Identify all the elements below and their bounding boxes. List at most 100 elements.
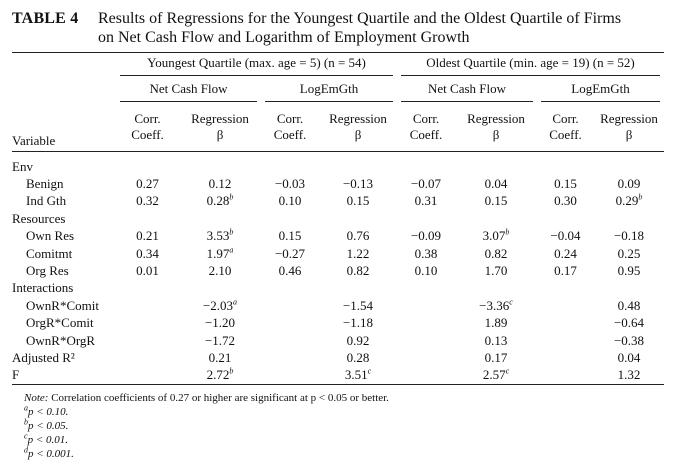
row-label: OwnR*OrgR bbox=[26, 332, 96, 348]
table-cell bbox=[116, 366, 179, 385]
table-cell: −0.27 bbox=[261, 244, 319, 261]
corr-header: Corr. Coeff. bbox=[409, 110, 443, 142]
table-cell: 0.10 bbox=[261, 192, 319, 209]
table-cell: 0.27 bbox=[116, 175, 179, 192]
table-row: Env bbox=[12, 151, 664, 175]
cell-value: 1.89 bbox=[484, 315, 508, 331]
table-cell bbox=[455, 210, 537, 227]
row-label: Adjusted R² bbox=[12, 349, 75, 365]
subgroup-old-ncf: Net Cash Flow bbox=[397, 79, 537, 105]
table-cell: 0.10 bbox=[397, 262, 455, 279]
cell-value: 0.21 bbox=[208, 349, 232, 365]
cell-value: −0.07 bbox=[410, 176, 442, 192]
cell-value: 0.10 bbox=[278, 193, 302, 209]
table-notes: Note: Correlation coefficients of 0.27 o… bbox=[24, 391, 389, 461]
table-row: F 2.72b 3.51c 2.57c 1.32 bbox=[12, 366, 664, 385]
cell-value: 2.72 bbox=[206, 367, 230, 383]
table-cell: 0.15 bbox=[319, 192, 397, 209]
table-cell bbox=[261, 151, 319, 175]
significance-text: p < 0.05. bbox=[28, 420, 69, 432]
table-cell bbox=[397, 210, 455, 227]
table-cell: 0.04 bbox=[455, 175, 537, 192]
group-oldest: Oldest Quartile (min. age = 19) (n = 52) bbox=[397, 53, 664, 79]
significance-mark: b bbox=[638, 193, 643, 203]
table-cell: 0.13 bbox=[455, 331, 537, 348]
cell-value: −0.27 bbox=[274, 245, 306, 261]
cell-value: 0.15 bbox=[346, 193, 370, 209]
table-cell bbox=[397, 331, 455, 348]
cell-value: 0.76 bbox=[346, 228, 370, 244]
table-cell: 0.25 bbox=[594, 244, 664, 261]
table-cell bbox=[537, 297, 594, 314]
table-cell bbox=[261, 297, 319, 314]
table-cell: −1.20 bbox=[179, 314, 261, 331]
significance-note: dp < 0.001. bbox=[24, 446, 389, 461]
cell-value: 2.10 bbox=[208, 263, 232, 279]
cell-value: 0.92 bbox=[346, 332, 370, 348]
table-cell bbox=[397, 279, 455, 296]
significance-mark: c bbox=[367, 367, 372, 377]
table-cell: −0.64 bbox=[594, 314, 664, 331]
table-cell: 0.82 bbox=[319, 262, 397, 279]
significance-note: bp < 0.05. bbox=[24, 418, 389, 433]
table-cell: −1.18 bbox=[319, 314, 397, 331]
significance-mark: a bbox=[229, 245, 234, 255]
subgroup-header-row: Net Cash Flow LogEmGth Net Cash Flow Log… bbox=[12, 79, 664, 105]
cell-value: −1.18 bbox=[342, 315, 374, 331]
table-cell: 3.51c bbox=[319, 366, 397, 385]
table-caption-line-2: on Net Cash Flow and Logarithm of Employ… bbox=[98, 29, 470, 46]
cell-value: 0.15 bbox=[554, 176, 577, 192]
table-cell: 0.95 bbox=[594, 262, 664, 279]
table-cell: 0.32 bbox=[116, 192, 179, 209]
table-cell: 0.17 bbox=[455, 349, 537, 366]
cell-value: 0.28 bbox=[206, 193, 230, 209]
cell-value: −0.13 bbox=[342, 176, 374, 192]
cell-value: −1.20 bbox=[204, 315, 236, 331]
table-cell bbox=[537, 210, 594, 227]
table-cell: 1.22 bbox=[319, 244, 397, 261]
table-cell: 0.46 bbox=[261, 262, 319, 279]
cell-value: −0.03 bbox=[274, 176, 306, 192]
cell-value: 0.15 bbox=[484, 193, 508, 209]
table-cell bbox=[179, 210, 261, 227]
table-cell: 1.32 bbox=[594, 366, 664, 385]
reg-header: Regression β bbox=[191, 110, 249, 142]
table-cell: 0.21 bbox=[179, 349, 261, 366]
table-cell: 0.24 bbox=[537, 244, 594, 261]
table-cell: 0.82 bbox=[455, 244, 537, 261]
cell-value: 0.31 bbox=[414, 193, 438, 209]
table-cell bbox=[179, 151, 261, 175]
table-cell: 0.34 bbox=[116, 244, 179, 261]
cell-value: 0.29 bbox=[615, 193, 639, 209]
table-row: Comitmt 0.34 1.97a −0.27 1.22 0.38 0.82 0.24 0.2… bbox=[12, 244, 664, 261]
table-cell: −0.03 bbox=[261, 175, 319, 192]
table-cell: −0.18 bbox=[594, 227, 664, 244]
table-cell bbox=[397, 151, 455, 175]
table-cell bbox=[261, 279, 319, 296]
table-cell bbox=[116, 210, 179, 227]
cell-value: −2.03 bbox=[202, 297, 234, 313]
table-cell: −1.54 bbox=[319, 297, 397, 314]
cell-value: 0.04 bbox=[617, 349, 641, 365]
significance-mark: b bbox=[229, 193, 234, 203]
table-cell bbox=[116, 297, 179, 314]
table-cell: 2.72b bbox=[179, 366, 261, 385]
table-cell: 0.29b bbox=[594, 192, 664, 209]
table-cell bbox=[261, 366, 319, 385]
table-cell: 0.15 bbox=[455, 192, 537, 209]
table-cell bbox=[261, 331, 319, 348]
cell-value: 0.82 bbox=[346, 263, 370, 279]
table-cell: 0.15 bbox=[261, 227, 319, 244]
cell-value: 0.24 bbox=[554, 245, 577, 261]
cell-value: 2.57 bbox=[482, 367, 506, 383]
table-cell: −0.04 bbox=[537, 227, 594, 244]
table-cell bbox=[537, 314, 594, 331]
reg-header: Regression β bbox=[467, 110, 525, 142]
table-cell bbox=[594, 151, 664, 175]
table-cell bbox=[397, 349, 455, 366]
table-label: TABLE 4 bbox=[12, 10, 79, 27]
table-cell: 3.07b bbox=[455, 227, 537, 244]
row-label: Ind Gth bbox=[26, 193, 67, 209]
table-cell bbox=[116, 151, 179, 175]
table-cell: −0.13 bbox=[319, 175, 397, 192]
